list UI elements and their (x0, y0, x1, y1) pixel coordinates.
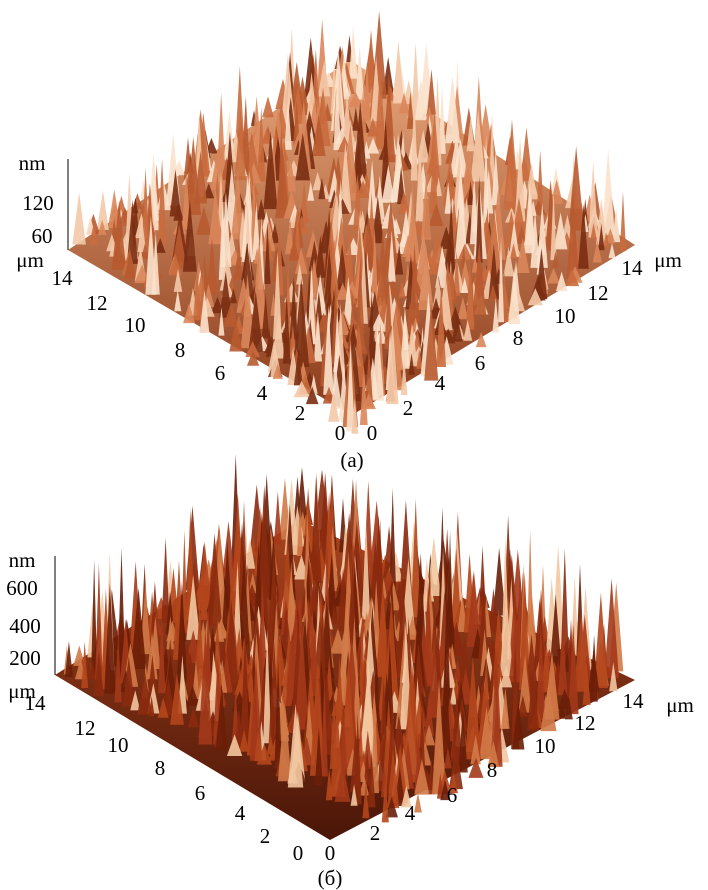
right-tick-label: 0 (367, 421, 378, 445)
right-tick-label: 14 (623, 689, 645, 713)
right-tick-label: 0 (325, 841, 336, 865)
spike (414, 792, 422, 812)
left-tick-label: 0 (293, 841, 304, 865)
left-tick-label: 4 (257, 381, 268, 405)
right-unit: μm (654, 248, 682, 272)
panels: nm12060μm1412108642002468101214μm(a)nm60… (6, 11, 694, 890)
spike (274, 491, 282, 544)
right-tick-label: 12 (588, 281, 609, 305)
left-tick-label: 10 (125, 313, 146, 337)
right-tick-label: 10 (555, 304, 576, 328)
left-tick-label: 2 (295, 401, 306, 425)
right-tick-label: 12 (575, 711, 596, 735)
spike (393, 40, 404, 103)
right-tick-label: 6 (475, 351, 486, 375)
surface-spikes (72, 11, 626, 434)
right-tick-label: 10 (535, 734, 556, 758)
afm-panel: nm600400200μm1412108642002468101214μm(б) (6, 454, 694, 890)
right-tick-label: 14 (622, 256, 644, 280)
z-tick-label: 120 (22, 191, 54, 215)
right-tick-label: 2 (370, 821, 381, 845)
right-tick-label: 2 (403, 396, 414, 420)
right-unit: μm (666, 693, 694, 717)
right-tick-label: 4 (405, 801, 416, 825)
z-tick-label: 60 (32, 224, 53, 248)
caption: (a) (340, 448, 363, 472)
spike (72, 192, 85, 244)
right-tick-label: 6 (447, 783, 458, 807)
surface-spikes (64, 454, 623, 822)
caption: (б) (318, 866, 343, 890)
left-tick-label: 12 (87, 291, 108, 315)
spike (620, 192, 626, 251)
right-tick-label: 8 (513, 326, 524, 350)
left-tick-label: 6 (195, 781, 206, 805)
right-tick-label: 8 (487, 758, 498, 782)
figure: nm12060μm1412108642002468101214μm(a)nm60… (0, 0, 708, 890)
left-unit: μm (16, 248, 44, 272)
left-tick-label: 8 (175, 338, 186, 362)
left-tick-label: 14 (52, 266, 74, 290)
right-tick-label: 4 (435, 371, 446, 395)
left-tick-label: 4 (235, 801, 246, 825)
left-tick-label: 10 (108, 733, 129, 757)
z-tick-label: 200 (9, 646, 41, 670)
z-unit: nm (19, 151, 46, 175)
afm-panel: nm12060μm1412108642002468101214μm(a) (16, 11, 682, 472)
left-tick-label: 2 (260, 824, 271, 848)
z-tick-label: 400 (9, 614, 41, 638)
z-unit: nm (9, 548, 36, 572)
left-tick-label: 8 (155, 756, 166, 780)
left-tick-label: 6 (215, 361, 226, 385)
left-tick-label: 0 (335, 421, 346, 445)
spike (262, 96, 274, 117)
left-tick-label: 12 (75, 716, 96, 740)
left-tick-label: 14 (25, 691, 47, 715)
z-tick-label: 600 (6, 576, 38, 600)
